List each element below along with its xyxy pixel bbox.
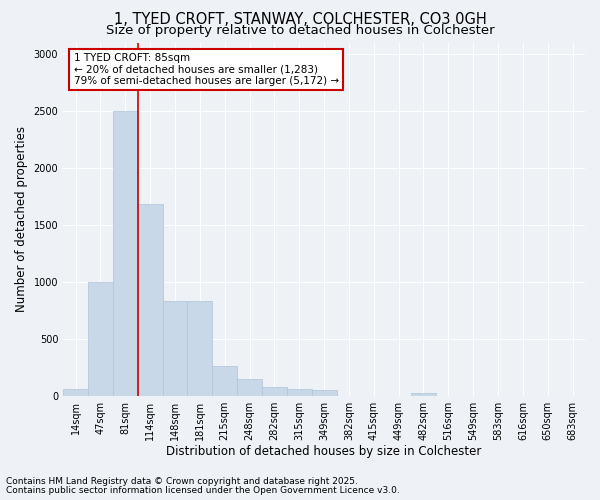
Text: Contains public sector information licensed under the Open Government Licence v3: Contains public sector information licen… [6, 486, 400, 495]
Y-axis label: Number of detached properties: Number of detached properties [15, 126, 28, 312]
Bar [138, 204, 163, 396]
Bar [262, 387, 287, 396]
Bar [113, 111, 138, 396]
Bar [411, 392, 436, 396]
Bar [88, 282, 113, 396]
Bar [237, 379, 262, 396]
Text: 1, TYED CROFT, STANWAY, COLCHESTER, CO3 0GH: 1, TYED CROFT, STANWAY, COLCHESTER, CO3 … [113, 12, 487, 28]
Text: Contains HM Land Registry data © Crown copyright and database right 2025.: Contains HM Land Registry data © Crown c… [6, 477, 358, 486]
Bar [287, 390, 311, 396]
Text: 1 TYED CROFT: 85sqm
← 20% of detached houses are smaller (1,283)
79% of semi-det: 1 TYED CROFT: 85sqm ← 20% of detached ho… [74, 53, 339, 86]
Bar [311, 390, 337, 396]
Bar [63, 390, 88, 396]
Text: Size of property relative to detached houses in Colchester: Size of property relative to detached ho… [106, 24, 494, 37]
Bar [212, 366, 237, 396]
Bar [163, 302, 187, 396]
X-axis label: Distribution of detached houses by size in Colchester: Distribution of detached houses by size … [166, 444, 482, 458]
Bar [187, 302, 212, 396]
